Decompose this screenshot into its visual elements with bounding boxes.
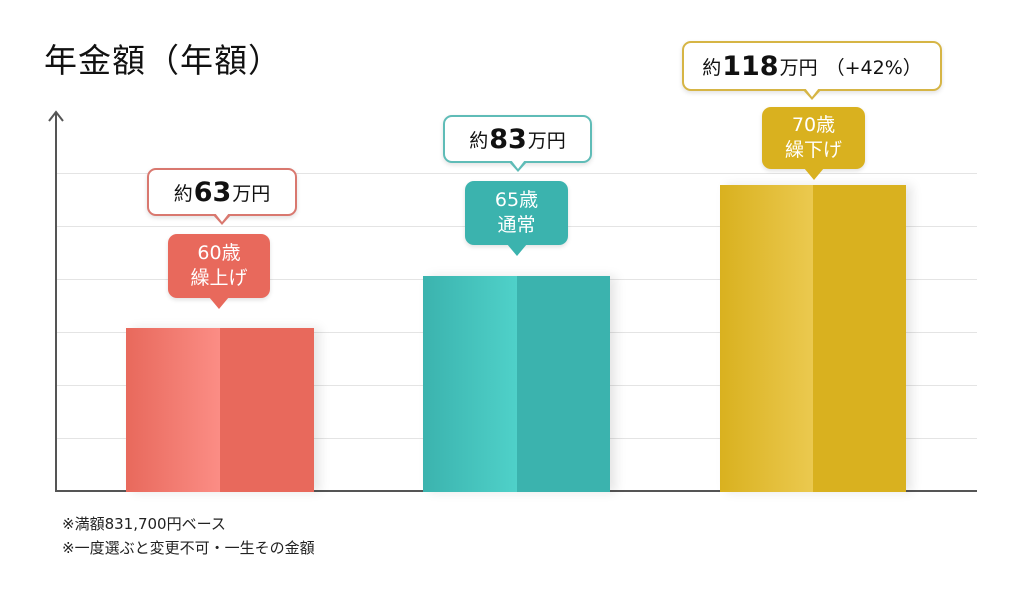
y-axis-arrow-icon: [48, 110, 64, 122]
tag-age: 65歳: [494, 189, 539, 211]
amount-prefix: 約: [173, 182, 193, 205]
bar-65: [423, 276, 610, 492]
bar-dark-half: [813, 185, 906, 492]
amount-unit: 万円: [779, 56, 818, 79]
amount-prefix: 約: [702, 56, 722, 79]
age-tag-65: 65歳 通常: [465, 181, 568, 245]
amount-unit: 万円: [232, 182, 271, 205]
footnote: ※一度選ぶと変更不可・一生その金額: [62, 539, 315, 557]
age-tag-60: 60歳 繰上げ: [168, 234, 270, 298]
tag-type: 繰上げ: [190, 267, 248, 289]
y-axis: [55, 112, 57, 492]
amount-bubble-70: 約 118 万円 （+42%）: [682, 41, 942, 91]
chart-title: 年金額（年額）: [44, 41, 282, 80]
footnotes: ※満額831,700円ベース ※一度選ぶと変更不可・一生その金額: [62, 512, 315, 560]
bar-light-half: [423, 276, 517, 492]
bar-60: [126, 328, 314, 492]
amount-prefix: 約: [469, 129, 489, 152]
tag-type: 繰下げ: [784, 139, 842, 161]
bar-light-half: [720, 185, 813, 492]
tag-age: 70歳: [791, 114, 836, 136]
amount-number: 63: [193, 176, 232, 208]
bar-light-half: [126, 328, 220, 492]
amount-unit: 万円: [527, 129, 566, 152]
amount-increase: （+42%）: [825, 56, 922, 79]
bar-dark-half: [516, 276, 610, 492]
tag-type: 通常: [497, 214, 536, 236]
bar-dark-half: [220, 328, 314, 492]
footnote: ※満額831,700円ベース: [62, 515, 226, 533]
age-tag-70: 70歳 繰下げ: [762, 107, 865, 169]
gridline: [56, 173, 977, 174]
amount-number: 118: [722, 50, 779, 82]
amount-bubble-60: 約 63 万円: [147, 168, 297, 216]
amount-bubble-65: 約 83 万円: [443, 115, 592, 163]
tag-age: 60歳: [197, 242, 241, 264]
amount-number: 83: [489, 123, 527, 155]
bar-70: [720, 185, 906, 492]
